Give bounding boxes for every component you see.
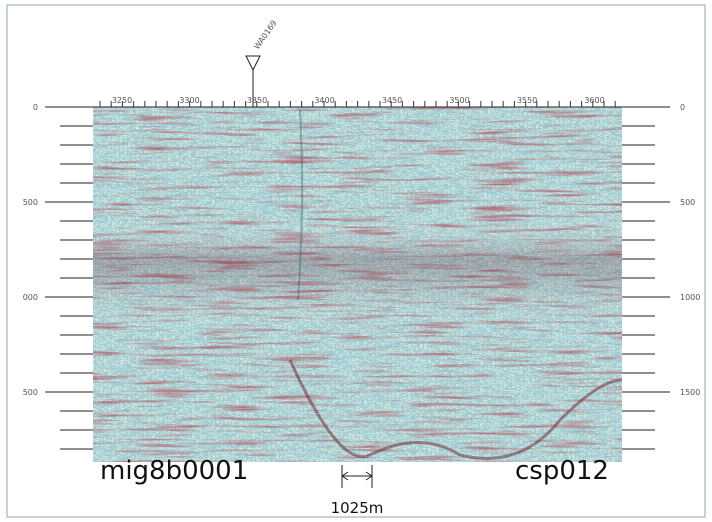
right-depth-label: 0 bbox=[680, 103, 685, 112]
right-depth-label: 1500 bbox=[680, 388, 700, 397]
shotpoint-label: 3500 bbox=[449, 96, 469, 105]
shotpoint-label: 3600 bbox=[584, 96, 604, 105]
scale-label: 1025m bbox=[331, 499, 384, 517]
right-depth-label: 500 bbox=[680, 198, 695, 207]
left-depth-label: 500 bbox=[23, 198, 38, 207]
shotpoint-label: 3450 bbox=[382, 96, 402, 105]
csp-name: csp012 bbox=[515, 456, 609, 486]
line-name: mig8b0001 bbox=[100, 456, 248, 486]
shotpoint-label: 3550 bbox=[517, 96, 537, 105]
well-label: WA0169 bbox=[252, 19, 278, 51]
shotpoint-label: 3350 bbox=[247, 96, 267, 105]
frame bbox=[6, 4, 706, 518]
shotpoint-label: 3400 bbox=[314, 96, 334, 105]
left-depth-label: 500 bbox=[23, 388, 38, 397]
scale-bar bbox=[341, 465, 373, 488]
shotpoint-label: 3300 bbox=[179, 96, 199, 105]
left-depth-label: 0 bbox=[33, 103, 38, 112]
left-depth-label: 000 bbox=[23, 293, 38, 302]
shotpoint-label: 3250 bbox=[112, 96, 132, 105]
well-marker bbox=[245, 55, 261, 72]
right-depth-label: 1000 bbox=[680, 293, 700, 302]
seismic-section bbox=[93, 107, 623, 462]
